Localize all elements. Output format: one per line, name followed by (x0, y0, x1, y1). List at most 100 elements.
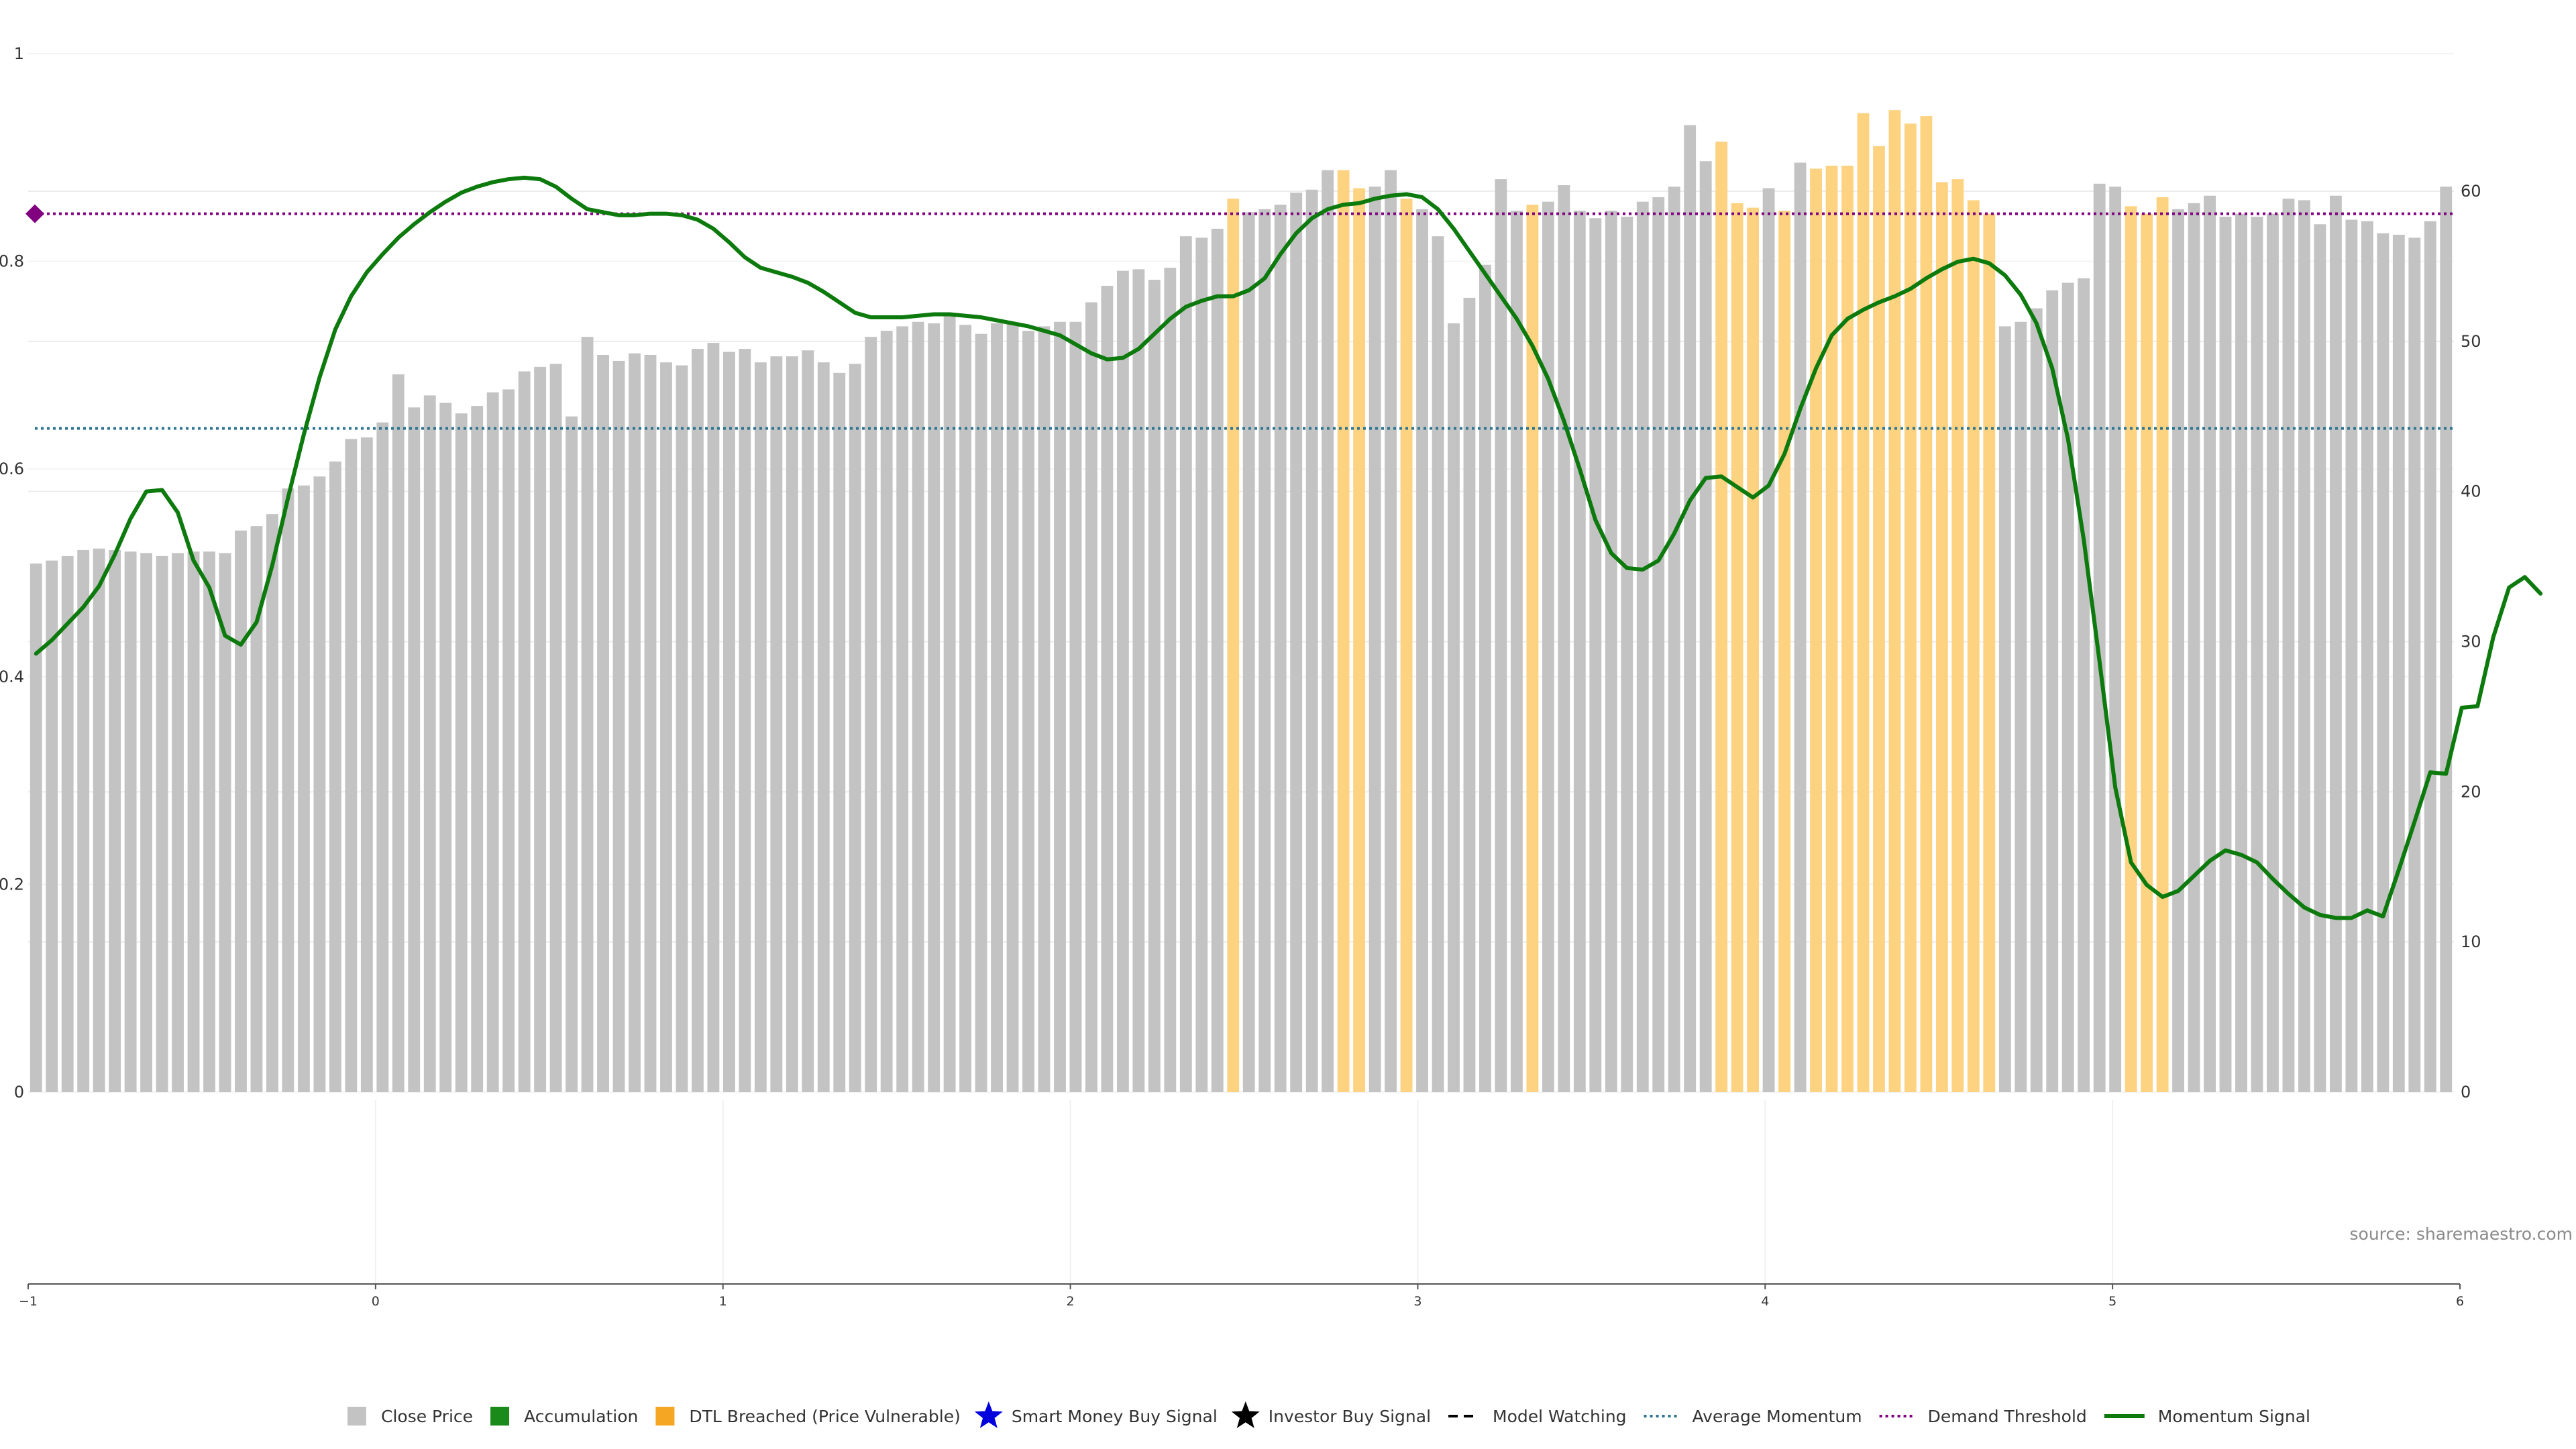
dtl-breached-bar (1526, 205, 1539, 1092)
close-price-bar (2329, 195, 2342, 1093)
dtl-breached-bar (1227, 199, 1240, 1093)
right-axis-tick-label: 40 (2461, 482, 2481, 501)
close-price-bar (360, 437, 373, 1092)
legend-label: Momentum Signal (2158, 1407, 2310, 1426)
price-bars (30, 110, 2453, 1093)
close-price-bar (1242, 212, 1255, 1092)
dtl-breached-bar (1873, 146, 1885, 1093)
dtl-breached-bar (2156, 197, 2169, 1092)
dtl-breached-bar (1983, 213, 1996, 1093)
close-price-bar (802, 350, 814, 1092)
reference-lines (25, 204, 2454, 430)
close-price-bar (376, 422, 389, 1092)
close-price-bar (959, 325, 972, 1092)
close-price-bar (30, 564, 42, 1092)
close-price-bar (109, 549, 121, 1092)
close-price-bar (928, 323, 941, 1092)
close-price-bar (1054, 321, 1066, 1092)
close-price-bar (313, 476, 326, 1092)
close-price-bar (2314, 224, 2326, 1092)
dtl-breached-bar (1825, 165, 1838, 1092)
x-axis-tick-label: 2 (1067, 1294, 1075, 1309)
legend-item: Accumulation (490, 1407, 638, 1426)
close-price-bar (1463, 297, 1476, 1093)
close-price-bar (156, 555, 168, 1092)
close-price-bar (439, 402, 452, 1092)
legend-label: Demand Threshold (1928, 1407, 2087, 1426)
dtl-breached-bar (1904, 123, 1917, 1092)
close-price-bar (566, 416, 578, 1092)
dtl-breached-bar (1810, 168, 1822, 1092)
dtl-breached-bar (1857, 113, 1870, 1092)
legend-label: Smart Money Buy Signal (1012, 1407, 1218, 1426)
close-price-bar (250, 526, 263, 1092)
close-price-bar (660, 362, 672, 1093)
close-price-bar (1116, 270, 1129, 1093)
x-axis-tick-label: 6 (2456, 1294, 2464, 1309)
close-price-bar (1652, 197, 1665, 1092)
close-price-bar (1684, 125, 1697, 1093)
close-price-bar (93, 548, 105, 1092)
legend-item: Average Momentum (1644, 1407, 1862, 1426)
close-price-bar (2298, 200, 2310, 1093)
close-price-bar (282, 488, 294, 1092)
close-price-bar (2046, 290, 2059, 1093)
close-price-bar (1573, 211, 1586, 1092)
x-axis-tick-label: 0 (372, 1294, 380, 1309)
close-price-bar (2251, 217, 2263, 1093)
close-price-bar (597, 354, 609, 1093)
dtl-breached-bar (1337, 170, 1350, 1092)
close-price-bar (2235, 213, 2247, 1093)
close-price-bar (61, 555, 74, 1092)
close-price-bar (739, 349, 751, 1092)
legend-label: Model Watching (1493, 1407, 1627, 1426)
close-price-bar (880, 331, 893, 1092)
x-axis-tick-label: 4 (1761, 1294, 1769, 1309)
close-price-bar (1495, 179, 1507, 1093)
close-price-bar (722, 352, 735, 1092)
blue-star-icon (974, 1401, 1003, 1428)
close-price-bar (2172, 209, 2185, 1092)
close-price-bar (1385, 170, 1397, 1092)
green-square-icon (490, 1407, 510, 1426)
close-price-bar (2361, 221, 2373, 1093)
legend-item: Smart Money Buy Signal (974, 1401, 1218, 1428)
close-price-bar (2030, 308, 2043, 1093)
legend-label: Accumulation (524, 1407, 638, 1426)
left-axis-tick-label: 0.4 (0, 667, 24, 686)
close-price-bar (1038, 326, 1051, 1093)
dtl-breached-bar (2141, 213, 2153, 1093)
close-price-bar (392, 374, 405, 1092)
close-price-bar (2093, 183, 2106, 1092)
close-price-bar (423, 395, 436, 1092)
close-price-bar (1274, 205, 1287, 1092)
close-price-bar (1164, 268, 1177, 1092)
dtl-breached-bar (1400, 199, 1413, 1093)
close-price-bar (991, 323, 1003, 1092)
x-axis-tick-label: 5 (2108, 1294, 2116, 1309)
close-price-bar (849, 364, 861, 1092)
legend-label: Investor Buy Signal (1269, 1407, 1431, 1426)
close-price-bar (1668, 186, 1680, 1092)
close-price-bar (1006, 323, 1019, 1092)
close-price-bar (1510, 211, 1523, 1092)
right-axis-tick-label: 30 (2461, 633, 2481, 651)
close-price-bar (471, 406, 484, 1092)
close-price-bar (943, 314, 956, 1092)
legend: Close Price Accumulation DTL Breached (Pri… (347, 1401, 2310, 1428)
close-price-bar (2267, 213, 2279, 1093)
close-price-bar (203, 551, 215, 1092)
close-price-bar (770, 356, 783, 1092)
dtl-breached-bar (1888, 110, 1901, 1092)
close-price-bar (534, 366, 547, 1092)
close-price-bar (187, 551, 200, 1092)
legend-item: Demand Threshold (1879, 1407, 2087, 1426)
dtl-breached-bar (1841, 165, 1854, 1092)
close-price-bar (1195, 237, 1208, 1093)
dtl-breached-bar (1920, 116, 1933, 1092)
legend-item: Model Watching (1448, 1407, 1627, 1426)
close-price-bar (1148, 280, 1161, 1093)
close-price-bar (1322, 170, 1334, 1092)
close-price-bar (2188, 203, 2200, 1092)
